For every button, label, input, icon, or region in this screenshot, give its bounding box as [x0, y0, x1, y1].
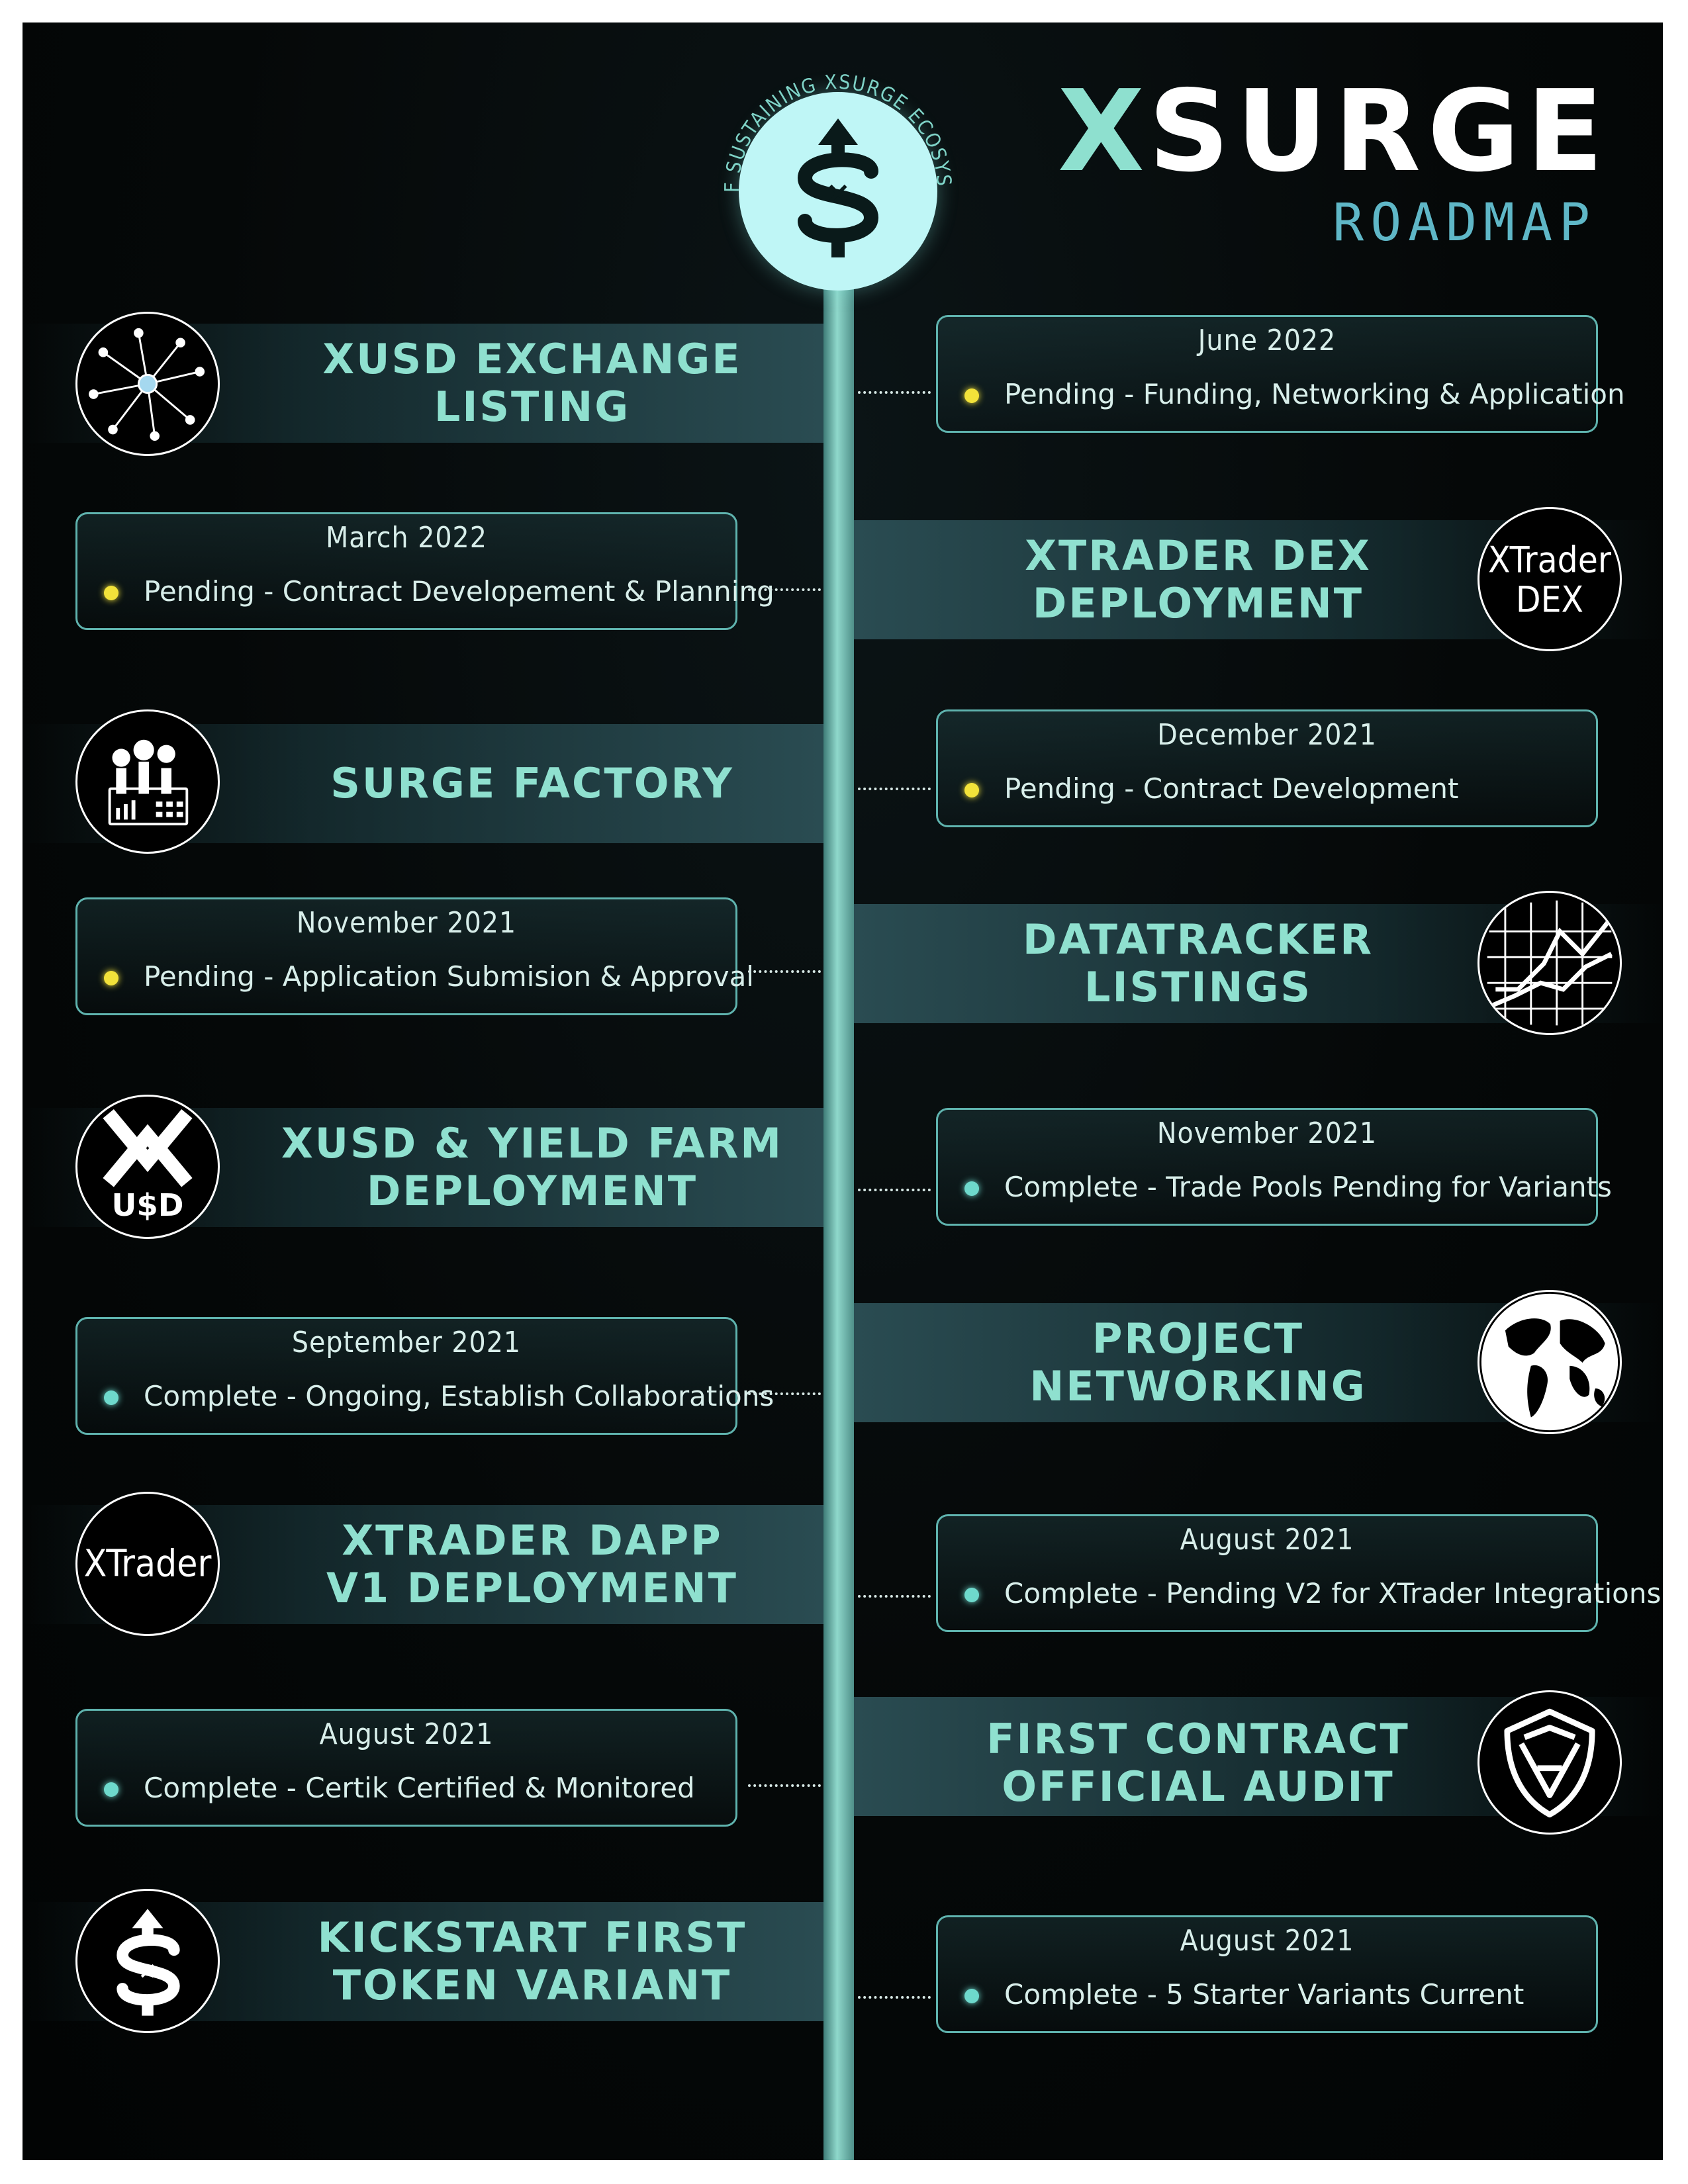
status-text: Pending - Contract Development: [1004, 772, 1459, 805]
xtrader-dex-icon: XTrader DEX: [1477, 507, 1622, 651]
status-date: December 2021: [1157, 718, 1377, 752]
status-dot: [964, 1989, 979, 2003]
milestone-banner: XTrader XTRADER DAPP V1 DEPLOYMENT: [23, 1492, 823, 1636]
milestone-title: SURGE FACTORY: [330, 759, 734, 807]
status-dot: [964, 388, 979, 403]
timeline-connector: [858, 1189, 931, 1191]
factory-icon: [75, 709, 220, 854]
status-card: March 2022 Pending - Contract Developeme…: [75, 512, 774, 630]
status-card: November 2021 Complete - Trade Pools Pen…: [936, 1108, 1612, 1226]
svg-text:×: ×: [825, 175, 851, 210]
status-text: Complete - Pending V2 for XTrader Integr…: [1004, 1577, 1662, 1610]
brand-header: XSURGE ROADMAP: [1058, 75, 1610, 253]
globe-icon: [1477, 1290, 1622, 1434]
brand-name: SURGE: [1148, 66, 1610, 197]
status-dot: [964, 783, 979, 797]
status-text: Pending - Funding, Networking & Applicat…: [1004, 378, 1625, 410]
svg-text:×: ×: [138, 1958, 157, 1984]
svg-text:XTrader: XTrader: [84, 1542, 212, 1585]
timeline-connector: [858, 788, 931, 790]
milestone-banner: FIRST CONTRACT OFFICIAL AUDIT: [854, 1690, 1663, 1835]
status-date: August 2021: [1180, 1924, 1354, 1958]
status-date: June 2022: [1197, 324, 1336, 357]
network-icon: [75, 312, 220, 456]
status-date: March 2022: [326, 521, 487, 555]
milestone-banner: U$D XUSD & YIELD FARM DEPLOYMENT: [23, 1095, 823, 1239]
xtrader-icon: XTrader: [75, 1492, 220, 1636]
milestone-banner: XUSD EXCHANGE LISTING: [23, 312, 823, 456]
milestone-banner: SURGE FACTORY: [23, 709, 823, 854]
milestone-banner: XTrader DEX XTRADER DEX DEPLOYMENT: [854, 507, 1663, 651]
status-text: Pending - Contract Developement & Planni…: [144, 575, 774, 608]
status-date: August 2021: [319, 1717, 494, 1751]
milestone-title: KICKSTART FIRST TOKEN VARIANT: [317, 1913, 747, 2009]
status-date: November 2021: [1156, 1116, 1378, 1150]
milestone-title: XUSD EXCHANGE LISTING: [322, 335, 742, 431]
status-card: June 2022 Pending - Funding, Networking …: [936, 315, 1625, 433]
status-dot: [104, 586, 118, 600]
status-date: September 2021: [291, 1326, 522, 1359]
status-text: Complete - Ongoing, Establish Collaborat…: [144, 1380, 774, 1412]
xsurge-emblem-icon: ×: [739, 92, 937, 291]
status-dot: [964, 1588, 979, 1602]
timeline-connector: [858, 1996, 931, 1999]
status-card: September 2021 Complete - Ongoing, Estab…: [75, 1317, 774, 1435]
status-text: Complete - Certik Certified & Monitored: [144, 1772, 695, 1804]
milestone-banner: DATATRACKER LISTINGS: [854, 891, 1663, 1035]
svg-text:DEX: DEX: [1516, 578, 1583, 621]
brand-subtitle: ROADMAP: [1333, 193, 1597, 253]
roadmap-poster: XSURGE ROADMAP SELF SUSTAINING XSURGE EC…: [23, 23, 1663, 2160]
timeline-connector: [748, 588, 821, 591]
certik-shield-icon: [1477, 1690, 1622, 1835]
milestone-title: XUSD & YIELD FARM DEPLOYMENT: [281, 1119, 784, 1215]
chart-grid-icon: [1477, 891, 1622, 1035]
timeline-connector: [748, 970, 821, 973]
timeline-connector: [748, 1784, 821, 1787]
timeline-connector: [858, 1595, 931, 1598]
svg-text:XTrader: XTrader: [1488, 538, 1612, 580]
brand-prefix: X: [1057, 66, 1149, 197]
status-card: November 2021 Pending - Application Subm…: [75, 897, 754, 1015]
status-dot: [104, 971, 118, 985]
timeline-spine: [823, 248, 854, 2160]
status-card: August 2021 Complete - 5 Starter Variant…: [936, 1915, 1598, 2033]
status-card: August 2021 Complete - Certik Certified …: [75, 1709, 737, 1827]
status-date: August 2021: [1180, 1523, 1354, 1557]
milestone-title: DATATRACKER LISTINGS: [1023, 915, 1374, 1011]
status-card: December 2021 Pending - Contract Develop…: [936, 709, 1598, 827]
status-dot: [104, 1390, 118, 1405]
xsurge-logo-icon: ×: [75, 1889, 220, 2033]
status-date: November 2021: [296, 906, 517, 940]
status-dot: [104, 1782, 118, 1797]
status-dot: [964, 1181, 979, 1196]
xusd-icon: U$D: [75, 1095, 220, 1239]
milestone-title: PROJECT NETWORKING: [1029, 1314, 1367, 1410]
timeline-connector: [748, 1392, 821, 1395]
milestone-title: FIRST CONTRACT OFFICIAL AUDIT: [986, 1715, 1410, 1811]
milestone-banner: × KICKSTART FIRST TOKEN VARIANT: [23, 1889, 823, 2033]
status-text: Pending - Application Submision & Approv…: [144, 960, 754, 993]
milestone-title: XTRADER DEX DEPLOYMENT: [1025, 531, 1372, 627]
status-text: Complete - Trade Pools Pending for Varia…: [1004, 1171, 1612, 1203]
svg-text:U$D: U$D: [111, 1188, 183, 1224]
status-card: August 2021 Complete - Pending V2 for XT…: [936, 1514, 1662, 1632]
milestone-banner: PROJECT NETWORKING: [854, 1290, 1663, 1434]
timeline-connector: [858, 391, 931, 394]
status-text: Complete - 5 Starter Variants Current: [1004, 1978, 1524, 2011]
milestone-title: XTRADER DAPP V1 DEPLOYMENT: [326, 1516, 738, 1612]
